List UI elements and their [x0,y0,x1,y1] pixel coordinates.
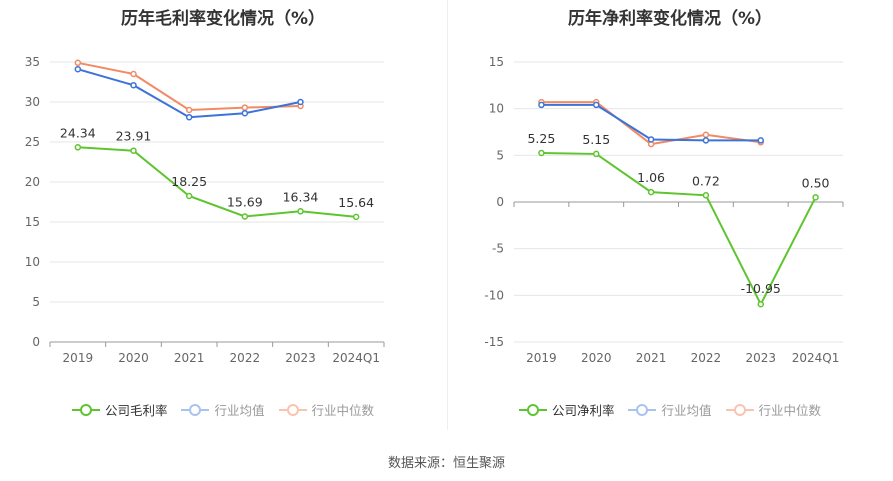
data-point [593,101,600,109]
data-point [538,149,545,157]
data-point [185,113,193,121]
legend-line-marker-icon [628,403,657,417]
y-tick-label: 30 [25,95,40,109]
legend-line-marker-icon [71,403,100,417]
series-line-1 [541,103,761,142]
data-point [812,194,819,201]
data-point [185,106,193,114]
series-line-2 [77,61,301,112]
x-tick-label: 2022 [691,351,722,365]
data-label: 0.50 [802,175,830,190]
x-tick-label: 2023 [745,351,776,365]
y-tick-label: 15 [25,215,40,229]
legend-label: 行业均值 [661,403,712,418]
x-tick-label: 2020 [118,351,149,365]
data-point [130,70,137,78]
chart-title: 历年净利率变化情况（%） [567,9,773,29]
data-point [130,81,137,89]
data-point [647,188,655,196]
legend-label: 公司毛利率 [104,403,168,418]
series-line-0 [77,146,357,218]
data-point [241,213,249,220]
y-tick-label: 0 [496,195,504,209]
data-point [593,150,600,158]
legend-item-industry-avg[interactable]: 行业均值 [181,400,265,419]
x-tick-label: 2024Q1 [332,351,380,365]
data-point [241,109,249,117]
data-point [297,208,304,215]
data-point [647,136,655,143]
y-tick-label: 15 [489,55,504,69]
x-tick-label: 2020 [581,351,612,365]
legend-line-marker-icon [518,403,547,417]
data-label: 15.64 [338,195,374,210]
x-tick-label: 2022 [230,351,261,365]
x-tick-label: 2019 [526,351,557,365]
y-tick-label: -5 [492,242,504,256]
net-margin-chart: -15 -10 -5 0 5 10 15 2019 2020 2021 2022 2023 2024Q1… [484,55,844,365]
data-label: 18.25 [171,174,207,189]
data-label: 0.72 [692,173,720,188]
y-tick-label: -15 [484,335,504,349]
x-tick-label: 2021 [636,351,667,365]
data-label: 15.69 [227,194,263,209]
legend-label: 公司净利率 [551,403,615,418]
panel-divider [447,0,448,430]
data-point [74,65,82,73]
data-point [74,144,82,151]
legend-item-company[interactable]: 公司毛利率 [71,400,168,419]
data-label: 16.34 [283,189,319,204]
data-point [702,131,710,139]
data-point [297,98,304,106]
chart-title: 历年毛利率变化情况（%） [120,9,326,29]
y-tick-label: 10 [489,102,504,116]
data-point [538,101,545,109]
data-point [185,192,193,200]
legend-line-marker-icon [725,403,754,417]
x-tick-label: 2021 [174,351,205,365]
legend-label: 行业中位数 [311,403,375,418]
legend-line-marker-icon [181,403,210,417]
data-point [702,192,710,199]
data-label: 24.34 [60,125,96,140]
data-source: 数据来源：恒生聚源 [387,456,505,471]
y-tick-label: 35 [25,55,40,69]
x-tick-label: 2023 [285,351,316,365]
y-tick-label: 0 [32,335,40,349]
legend-item-company[interactable]: 公司净利率 [518,400,615,419]
net-margin-panel: 历年净利率变化情况（%） -15 -10 -5 0 5 10 15 2019 2020 2021 2… [447,0,893,481]
y-tick-label: 5 [496,148,504,162]
data-label: 23.91 [116,129,152,144]
x-tick-label: 2024Q1 [792,351,840,365]
legend-line-marker-icon [278,403,307,417]
data-point [757,300,764,308]
data-label: 5.25 [527,131,555,146]
legend-label: 行业均值 [214,403,265,418]
legend-item-industry-median[interactable]: 行业中位数 [725,400,822,419]
data-point [130,147,137,154]
series-line-0 [541,152,817,307]
legend: 公司毛利率 行业均值 行业中位数 [0,400,446,419]
y-tick-label: 25 [25,135,40,149]
data-point [241,104,249,111]
data-label: -10.95 [741,281,781,296]
gross-margin-panel: 历年毛利率变化情况（%） 0 5 10 15 20 25 30 35 2019 2020 2021 2… [0,0,446,481]
legend: 公司净利率 行业均值 行业中位数 [447,400,893,419]
legend-item-industry-median[interactable]: 行业中位数 [278,400,375,419]
y-tick-label: 10 [25,255,40,269]
data-point [757,137,764,144]
y-tick-label: -10 [484,288,504,302]
data-label: 1.06 [637,170,665,185]
legend-item-industry-avg[interactable]: 行业均值 [628,400,712,419]
data-label: 5.15 [582,132,610,147]
data-point [74,59,82,67]
legend-label: 行业中位数 [758,403,822,418]
data-point [702,137,710,144]
y-tick-label: 20 [25,175,40,189]
y-tick-label: 5 [32,295,40,309]
gross-margin-chart: 0 5 10 15 20 25 30 35 2019 2020 2021 2022 2023 2024Q1… [25,55,385,365]
x-tick-label: 2019 [63,351,94,365]
data-point [352,213,360,221]
